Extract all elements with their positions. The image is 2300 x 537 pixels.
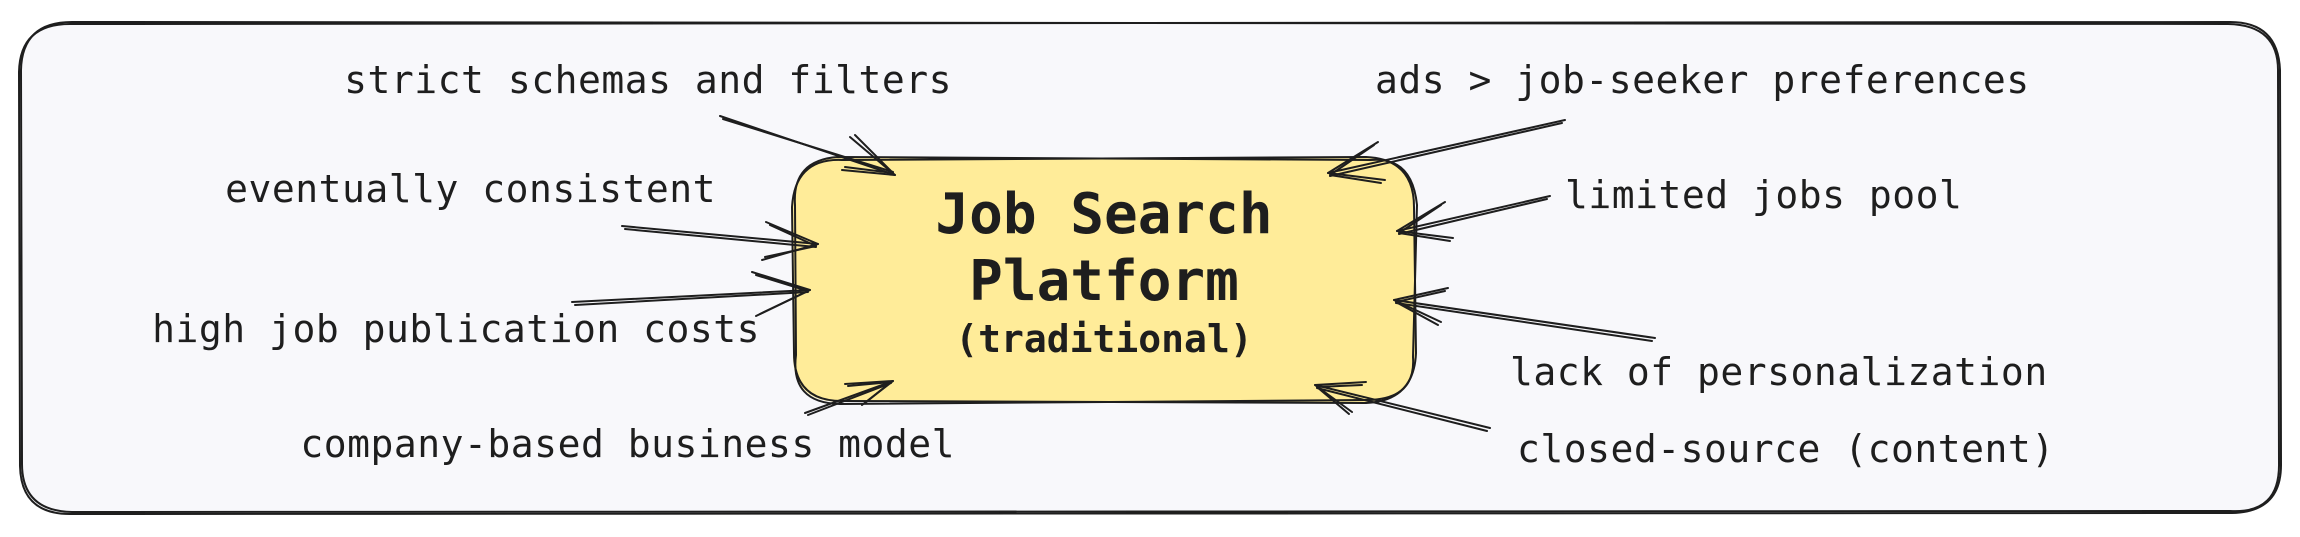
arrow-limited-pool — [1396, 195, 1551, 242]
label-strict-schemas: strict schemas and filters — [344, 58, 952, 102]
label-eventually-consistent: eventually consistent — [225, 167, 716, 211]
label-high-costs: high job publication costs — [152, 307, 760, 351]
center-title-line1: Job Search — [935, 182, 1272, 247]
center-box-stroke-b — [793, 156, 1418, 405]
center-box: Job Search Platform (traditional) — [791, 156, 1418, 405]
center-box-fill — [793, 158, 1415, 402]
arrow-personalization — [1393, 287, 1656, 342]
label-personalization: lack of personalization — [1510, 350, 2048, 394]
arrow-high-costs — [571, 271, 811, 317]
arrow-ads — [1327, 119, 1566, 184]
label-company-model: company-based business model — [300, 422, 955, 466]
labels: strict schemas and filters eventually co… — [152, 58, 2055, 471]
arrow-strict-schemas — [719, 115, 896, 176]
label-closed-source: closed-source (content) — [1517, 427, 2055, 471]
arrow-closed-source — [1314, 381, 1491, 432]
center-title-line2: Platform — [969, 249, 1239, 314]
label-ads: ads > job-seeker preferences — [1375, 58, 2030, 102]
arrow-company-model — [804, 380, 894, 416]
outer-frame-stroke — [20, 21, 2281, 513]
arrow-eventually-consistent — [621, 221, 819, 261]
label-limited-pool: limited jobs pool — [1565, 173, 1962, 217]
center-subtitle: (traditional) — [955, 317, 1252, 361]
